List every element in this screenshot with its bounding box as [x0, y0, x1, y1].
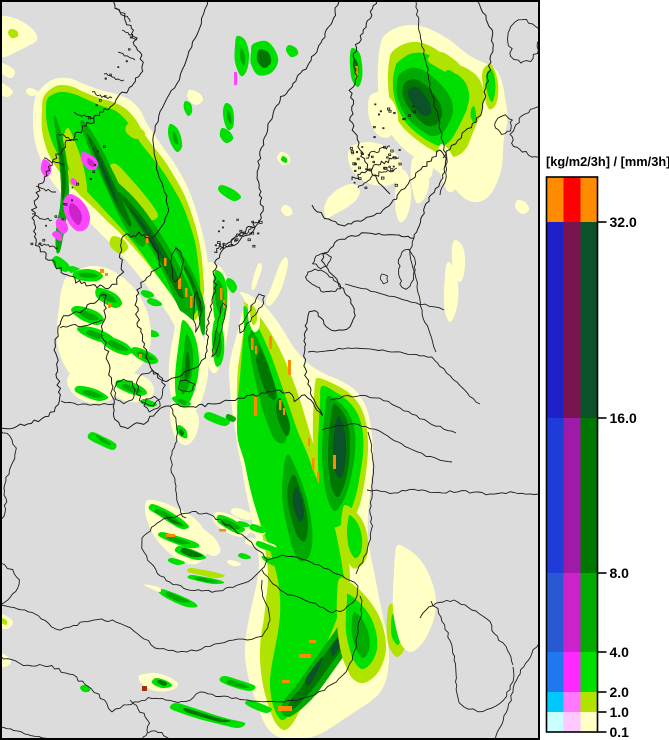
svg-text:16.0: 16.0 [610, 410, 637, 426]
svg-text:[kg/m2/3h] / [mm/3h]: [kg/m2/3h] / [mm/3h] [546, 154, 669, 169]
svg-text:0.1: 0.1 [610, 724, 630, 740]
svg-text:8.0: 8.0 [610, 565, 630, 581]
svg-text:1.0: 1.0 [610, 704, 630, 720]
svg-text:2.0: 2.0 [610, 684, 630, 700]
svg-text:4.0: 4.0 [610, 644, 630, 660]
svg-text:32.0: 32.0 [610, 214, 637, 230]
